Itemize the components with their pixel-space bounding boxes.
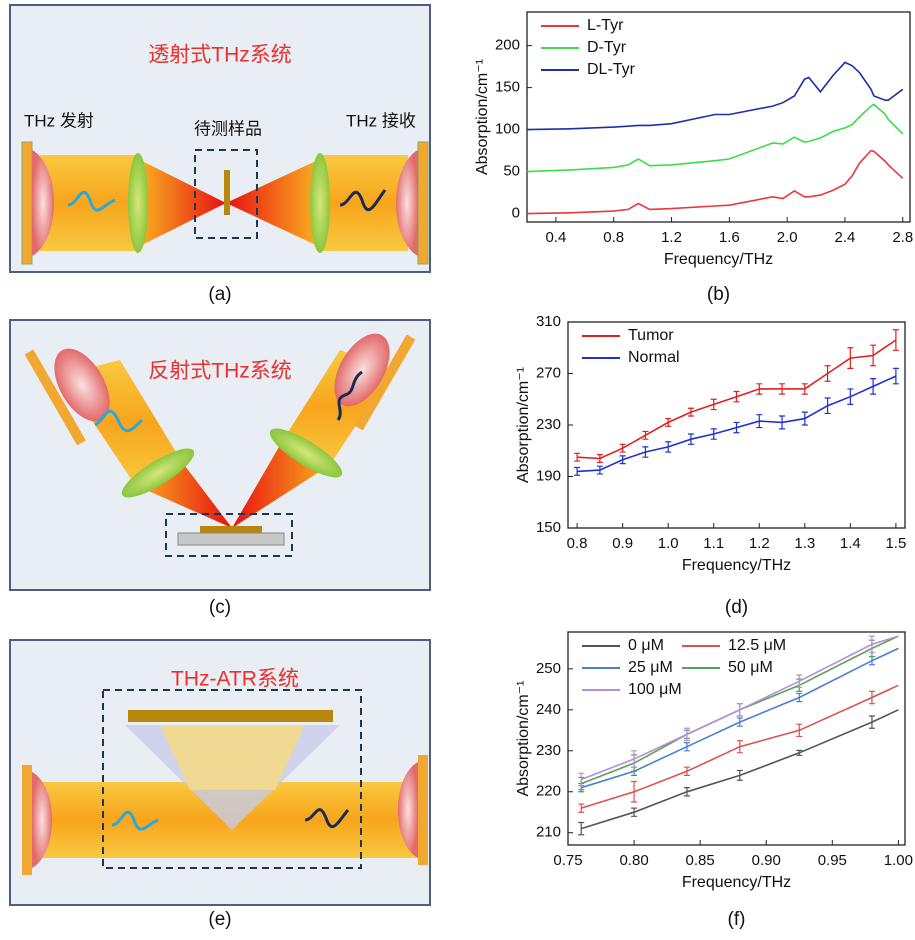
x-tick-label: 1.1 <box>703 535 724 552</box>
error-bar <box>847 389 853 404</box>
receiver <box>418 755 428 865</box>
x-tick-label: 1.3 <box>794 535 815 552</box>
label: THz 接收 <box>346 111 416 130</box>
legend-label: 25 μM <box>628 659 673 676</box>
x-tick-label: 1.5 <box>885 535 906 552</box>
x-tick-label: 0.85 <box>686 852 715 869</box>
y-tick-label: 310 <box>536 313 561 330</box>
x-tick-label: 0.8 <box>567 535 588 552</box>
diagram-e: THz-ATR系统 (e) <box>10 640 430 930</box>
label: 待测样品 <box>194 119 262 138</box>
x-axis-label: Frequency/THz <box>682 557 791 574</box>
error-bar <box>737 704 743 716</box>
x-axis-label: Frequency/THz <box>682 874 791 891</box>
y-tick-label: 100 <box>495 121 520 138</box>
x-tick-label: 2.8 <box>892 229 913 246</box>
legend-label: D-Tyr <box>587 39 627 56</box>
y-tick-label: 150 <box>495 79 520 96</box>
x-tick-label: 2.4 <box>835 229 856 246</box>
chart: 0.75 0.80 0.85 0.90 0.95 1.00 210 220 230 240 250 F… <box>515 632 913 930</box>
caption: (b) <box>707 284 730 305</box>
caption: (e) <box>208 909 231 930</box>
x-tick-label: 1.0 <box>658 535 679 552</box>
diagram-a: 透射式THz系统 THz 发射 待测样品 THz 接收 (a) <box>10 5 430 305</box>
legend-label: L-Tyr <box>587 17 624 34</box>
error-bar <box>737 718 743 726</box>
diagram-title: 反射式THz系统 <box>148 360 292 383</box>
y-tick-label: 150 <box>536 519 561 536</box>
error-bar <box>870 379 876 394</box>
lens <box>310 153 330 253</box>
sample <box>200 526 262 533</box>
y-axis-label: Absorption/cm⁻¹ <box>474 59 491 175</box>
error-bar <box>893 368 899 383</box>
error-bar <box>620 444 626 452</box>
error-bar <box>825 366 831 381</box>
chart: 0.8 0.9 1.0 1.1 1.2 1.3 1.4 1.5 150 190 230 270 310 F… <box>515 313 906 618</box>
error-bar <box>869 657 875 665</box>
plot-frame <box>527 12 910 222</box>
y-tick-label: 200 <box>495 37 520 54</box>
receiver <box>418 142 428 264</box>
legend-label: 100 μM <box>628 681 682 698</box>
y-tick-label: 270 <box>536 364 561 381</box>
x-tick-label: 0.8 <box>603 229 624 246</box>
legend-label: 50 μM <box>728 659 773 676</box>
diagram-title: THz-ATR系统 <box>171 668 299 691</box>
x-tick-label: 2.0 <box>777 229 798 246</box>
y-tick-label: 0 <box>512 205 520 222</box>
caption: (f) <box>728 909 746 930</box>
y-axis-label: Absorption/cm⁻¹ <box>515 680 532 796</box>
x-axis-label: Frequency/THz <box>664 251 773 268</box>
emitter <box>22 765 32 875</box>
sample <box>128 710 333 722</box>
x-tick-label: 0.95 <box>818 852 847 869</box>
y-tick-label: 240 <box>536 701 561 718</box>
diagram-title: 透射式THz系统 <box>148 44 292 67</box>
label: THz 发射 <box>24 111 94 130</box>
y-tick-label: 210 <box>536 824 561 841</box>
y-axis-label: Absorption/cm⁻¹ <box>515 367 532 483</box>
y-tick-label: 220 <box>536 783 561 800</box>
y-tick-label: 50 <box>503 163 520 180</box>
x-tick-label: 0.90 <box>752 852 781 869</box>
error-bar <box>869 691 875 703</box>
y-tick-label: 250 <box>536 660 561 677</box>
caption: (c) <box>209 597 231 618</box>
legend-label: DL-Tyr <box>587 61 636 78</box>
x-tick-label: 1.2 <box>749 535 770 552</box>
y-tick-label: 230 <box>536 742 561 759</box>
x-tick-label: 1.6 <box>719 229 740 246</box>
legend-label: Normal <box>628 349 680 366</box>
lens <box>128 153 148 253</box>
y-tick-label: 230 <box>536 416 561 433</box>
x-tick-label: 1.00 <box>884 852 913 869</box>
caption: (d) <box>725 597 748 618</box>
figure: 透射式THz系统 THz 发射 待测样品 THz 接收 (a) 反射式THz系统… <box>0 0 915 935</box>
error-bar <box>665 419 671 427</box>
sample <box>224 170 230 215</box>
error-bar <box>684 743 690 751</box>
error-bar <box>642 431 648 439</box>
error-bar <box>893 330 899 351</box>
x-tick-label: 0.9 <box>612 535 633 552</box>
x-tick-label: 0.4 <box>545 229 566 246</box>
line <box>581 710 898 829</box>
x-tick-label: 0.80 <box>619 852 648 869</box>
x-tick-label: 1.4 <box>840 535 861 552</box>
diagram-c: 反射式THz系统 (c) <box>10 320 430 618</box>
caption: (a) <box>208 284 231 305</box>
error-bar <box>869 716 875 728</box>
substrate <box>178 533 284 545</box>
legend-label: 0 μM <box>628 637 664 654</box>
emitter <box>22 142 32 264</box>
page: {"diagrams": [ {"title": "透射式THz系统", "em… <box>0 0 915 940</box>
y-tick-label: 190 <box>536 467 561 484</box>
x-tick-label: 1.2 <box>661 229 682 246</box>
line <box>527 62 903 129</box>
legend-label: 12.5 μM <box>728 637 786 654</box>
chart: 0.4 0.8 1.2 1.6 2.0 2.4 2.8 0 50 100 150 200 Frequen… <box>474 12 913 305</box>
legend-label: Tumor <box>628 327 674 344</box>
x-tick-label: 0.75 <box>553 852 582 869</box>
